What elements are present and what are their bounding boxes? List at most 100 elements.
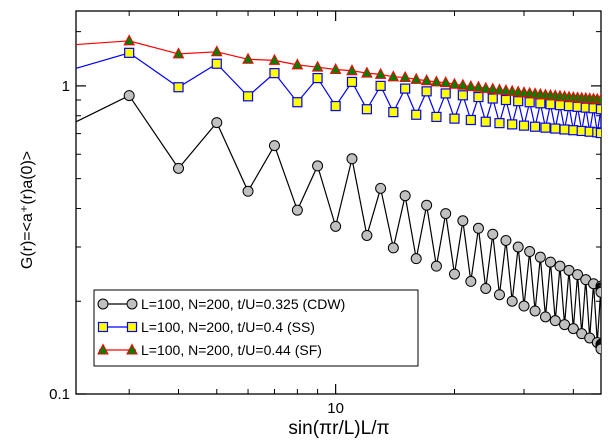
data-point: [399, 190, 411, 202]
data-point: [554, 260, 566, 272]
data-point: [559, 319, 571, 331]
data-point: [567, 323, 579, 335]
data-point: [507, 119, 518, 130]
data-point: [449, 113, 460, 124]
series-layer: [55, 34, 601, 355]
data-point: [312, 160, 324, 172]
data-point: [430, 260, 442, 272]
data-point: [387, 242, 399, 254]
data-point: [439, 76, 452, 88]
data-point: [540, 122, 551, 133]
data-point: [448, 268, 460, 280]
data-point: [465, 79, 477, 92]
data-point: [572, 269, 584, 281]
series-square: [55, 47, 601, 139]
data-point: [457, 90, 468, 101]
data-point: [173, 162, 185, 174]
data-point: [512, 241, 524, 253]
legend-marker: [126, 298, 138, 310]
data-point: [595, 104, 601, 115]
data-point: [123, 34, 136, 46]
legend-label: L=100, N=200, t/U=0.44 (SF): [141, 342, 322, 358]
data-point: [242, 91, 254, 102]
data-point: [361, 229, 373, 241]
data-point: [173, 82, 184, 93]
data-point: [563, 264, 575, 276]
data-point: [374, 67, 387, 79]
data-point: [410, 253, 422, 265]
data-point: [346, 64, 358, 76]
data-point: [549, 315, 561, 327]
data-point: [494, 118, 505, 129]
data-point: [268, 53, 281, 65]
data-point: [55, 69, 64, 78]
series-triangle: [76, 34, 601, 105]
data-point: [210, 45, 223, 57]
data-point: [411, 109, 422, 120]
data-point: [291, 58, 304, 70]
data-point: [448, 77, 461, 89]
data-point: [440, 208, 452, 220]
data-point: [410, 72, 423, 84]
data-point: [534, 251, 546, 263]
data-point: [291, 204, 303, 216]
legend-marker: [126, 343, 138, 355]
data-point: [421, 199, 433, 211]
data-point: [457, 78, 469, 90]
data-point: [493, 83, 506, 95]
data-point: [242, 185, 254, 197]
data-point: [375, 80, 386, 91]
data-point: [431, 111, 442, 123]
legend-label: L=100, N=200, t/U=0.325 (CDW): [141, 296, 345, 312]
y-tick-label: 1: [62, 78, 70, 95]
data-point: [330, 220, 342, 232]
data-point: [480, 116, 491, 127]
data-point: [242, 52, 254, 64]
data-point: [539, 311, 551, 323]
data-point: [400, 83, 411, 94]
data-point: [346, 76, 358, 88]
legend-label: L=100, N=200, t/U=0.4 (SS): [141, 319, 315, 335]
data-point: [563, 100, 575, 112]
data-point: [457, 215, 469, 227]
data-point: [493, 289, 505, 301]
data-point: [329, 62, 342, 75]
data-point: [172, 47, 185, 59]
y-axis-title: G(r)=<a⁺(r)a(0)>: [19, 151, 36, 269]
data-point: [518, 300, 530, 312]
data-point: [595, 93, 601, 105]
data-point: [124, 47, 135, 58]
data-point: [211, 58, 222, 69]
data-point: [292, 97, 303, 108]
data-point: [269, 68, 280, 79]
data-point: [500, 234, 512, 246]
data-point: [524, 97, 535, 108]
data-point: [472, 80, 485, 92]
data-point: [518, 120, 530, 131]
data-point: [311, 60, 324, 72]
data-point: [421, 86, 432, 97]
data-point: [312, 72, 323, 84]
data-point: [211, 117, 223, 129]
data-point: [595, 286, 601, 298]
data-point: [529, 121, 541, 132]
data-point: [387, 70, 400, 82]
data-point: [544, 256, 556, 268]
data-point: [361, 66, 373, 78]
data-point: [440, 88, 451, 99]
legend-marker: [97, 321, 109, 333]
data-point: [487, 228, 499, 240]
data-point: [268, 140, 280, 152]
data-point: [529, 305, 541, 317]
data-point: [513, 96, 524, 107]
data-point: [420, 74, 433, 86]
data-point: [535, 98, 546, 109]
data-point: [55, 125, 65, 135]
data-point: [524, 246, 536, 258]
data-point: [473, 91, 484, 103]
data-point: [388, 107, 399, 118]
x-tick-label: 10: [327, 400, 344, 417]
y-tick-label: 0.1: [49, 386, 70, 403]
data-point: [465, 275, 477, 287]
